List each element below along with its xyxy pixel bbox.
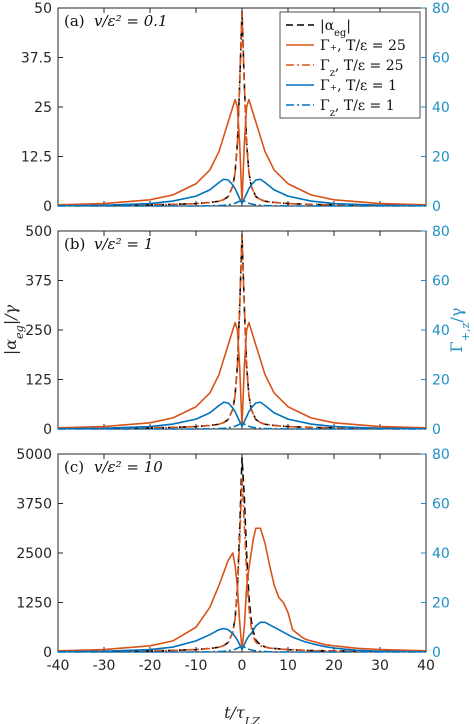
x-tick-label: 10 [279, 658, 297, 674]
x-tick-label: -30 [93, 658, 116, 674]
y-right-tick-label: 40 [432, 323, 450, 339]
y-right-tick-label: 80 [432, 447, 450, 463]
legend-label: |αeg| [320, 18, 351, 39]
y-left-tick-label: 250 [25, 323, 52, 339]
y-right-tick-label: 40 [432, 100, 450, 116]
y-right-tick-label: 20 [432, 150, 450, 166]
x-tick-label: 0 [238, 658, 247, 674]
y-left-tick-label: 2500 [16, 546, 52, 562]
y-right-tick-label: 80 [432, 1, 450, 17]
y-left-tick-label: 375 [25, 274, 52, 290]
legend-label: Γz, T/ε = 1 [320, 98, 395, 119]
x-axis-label: t/τLZ [224, 703, 260, 724]
series-line-5 [58, 422, 426, 430]
y-right-tick-label: 0 [432, 199, 441, 215]
series-line-4 [57, 621, 427, 653]
series-line-5 [58, 645, 426, 653]
y-axis-right-label: Γ+,z/γ [447, 308, 472, 353]
panel-2: 0 125 250 375 500 0 20 40 60 80 (b) v/ε² = 1 [25, 224, 450, 438]
panel-label: (c) [64, 458, 84, 476]
series-line-1 [57, 234, 427, 430]
panel-annotation: v/ε² = 1 [94, 235, 153, 253]
y-right-tick-label: 60 [432, 51, 450, 67]
series-line-4 [57, 178, 427, 207]
legend-label: Γ₊, T/ε = 1 [320, 78, 397, 94]
y-left-tick-label: 12.5 [21, 150, 52, 166]
y-right-tick-label: 20 [432, 373, 450, 389]
y-left-tick-label: 3750 [16, 497, 52, 513]
x-tick-label: -40 [47, 658, 70, 674]
series-line-2 [57, 321, 427, 429]
y-left-tick-label: 0 [43, 422, 52, 438]
y-right-tick-label: 20 [432, 596, 450, 612]
x-tick-label: -20 [139, 658, 162, 674]
panel-1: 0 12.5 25 37.5 50 0 20 40 60 80 (a) v/ε² = 0.1 [21, 1, 450, 215]
series-line-3 [57, 235, 427, 430]
y-axis-left-label: |αeg|/γ [1, 304, 26, 355]
plot-frame [57, 230, 427, 430]
series-line-3 [57, 12, 427, 207]
y-right-tick-label: 80 [432, 224, 450, 240]
panel-label: (b) [64, 235, 85, 253]
panel-label: (a) [64, 12, 85, 30]
legend-label: Γz, T/ε = 25 [320, 58, 404, 79]
series-line-2 [57, 527, 427, 652]
series-line-3 [57, 477, 426, 653]
panel-annotation: v/ε² = 10 [94, 458, 163, 476]
y-left-tick-label: 125 [25, 373, 52, 389]
y-right-tick-label: 60 [432, 274, 450, 290]
legend: |αeg|Γ₊, T/ε = 25 Γz, T/ε = 25Γ₊, T/ε = 1… [279, 11, 421, 119]
y-left-tick-label: 37.5 [21, 51, 52, 67]
panel-3: 0 1250 2500 3750 5000 0 20 40 60 80 -40 -30 -20 -10 0 1… [16, 447, 449, 674]
x-tick-label: -10 [185, 658, 208, 674]
series-line-1 [57, 11, 427, 207]
y-left-tick-label: 500 [25, 224, 52, 240]
y-right-tick-label: 60 [432, 497, 450, 513]
y-right-tick-label: 40 [432, 546, 450, 562]
y-left-tick-label: 0 [43, 199, 52, 215]
x-tick-label: 30 [371, 658, 389, 674]
series-line-4 [57, 401, 427, 430]
y-left-tick-label: 0 [43, 645, 52, 661]
series-line-1 [57, 457, 427, 653]
y-right-tick-label: 0 [432, 422, 441, 438]
y-left-tick-label: 5000 [16, 447, 52, 463]
legend-label: Γ₊, T/ε = 25 [320, 38, 406, 54]
series-line-5 [58, 199, 426, 207]
x-tick-label: 20 [325, 658, 343, 674]
y-right-tick-label: 0 [432, 645, 441, 661]
x-tick-label: 40 [417, 658, 435, 674]
panel-annotation: v/ε² = 0.1 [94, 12, 168, 30]
y-left-tick-label: 50 [34, 1, 52, 17]
y-left-tick-label: 25 [34, 100, 52, 116]
y-left-tick-label: 1250 [16, 596, 52, 612]
